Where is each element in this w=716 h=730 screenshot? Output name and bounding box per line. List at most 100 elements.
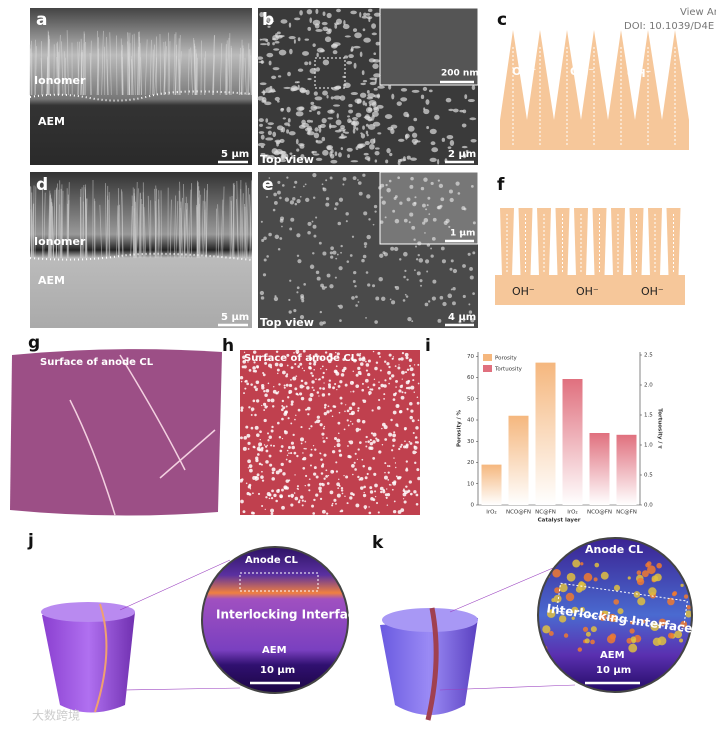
flake	[358, 191, 363, 196]
fiber	[142, 192, 145, 259]
pore	[335, 351, 337, 354]
pore	[256, 366, 259, 369]
flake	[292, 197, 296, 201]
pore	[243, 392, 245, 395]
fiber	[34, 39, 36, 96]
flake	[316, 276, 321, 281]
pore	[372, 383, 376, 387]
pore	[303, 369, 305, 372]
flake	[418, 258, 424, 263]
pore	[388, 465, 391, 468]
pore	[320, 453, 322, 455]
pore	[364, 476, 368, 480]
pore	[359, 11, 362, 18]
flake	[470, 318, 475, 323]
pore	[329, 490, 334, 495]
pore	[280, 408, 284, 412]
flake	[411, 320, 414, 323]
scale-label: 1 μm	[450, 229, 475, 239]
pore	[398, 447, 401, 451]
pore	[260, 145, 265, 149]
fiber	[178, 58, 181, 96]
pore	[368, 390, 372, 395]
view-article[interactable]: View Art	[680, 7, 716, 18]
pore	[334, 436, 338, 440]
flake	[427, 196, 431, 200]
pore	[306, 406, 311, 411]
pore	[407, 489, 411, 493]
pore	[329, 409, 333, 412]
pore	[321, 375, 325, 379]
pore	[388, 365, 391, 369]
flake	[288, 298, 291, 302]
flake	[325, 202, 330, 207]
pore	[308, 397, 313, 402]
pore	[319, 49, 325, 53]
flake	[430, 247, 433, 250]
pore	[405, 443, 409, 447]
pore	[289, 152, 293, 155]
pore	[400, 395, 405, 400]
fiber	[250, 55, 253, 96]
pore	[407, 409, 409, 411]
flake	[428, 213, 431, 215]
panel-label: b	[262, 10, 274, 30]
flake	[268, 177, 271, 179]
zoom-line	[449, 564, 561, 613]
flake	[459, 230, 463, 234]
flake	[293, 186, 296, 189]
flake	[430, 181, 434, 186]
flake	[363, 242, 368, 246]
flake	[296, 286, 300, 290]
fiber	[187, 49, 190, 96]
pore	[335, 119, 342, 126]
pore	[302, 51, 309, 56]
label: Top view	[260, 316, 314, 329]
pore	[413, 364, 416, 366]
flake	[321, 286, 326, 290]
pore	[314, 96, 323, 101]
pore	[259, 430, 262, 434]
particle	[546, 557, 554, 565]
fiber	[140, 57, 142, 96]
pore	[328, 352, 333, 357]
pore	[384, 493, 388, 497]
pore	[241, 365, 245, 369]
pore	[368, 99, 377, 106]
pore	[300, 426, 303, 429]
pore	[344, 410, 346, 413]
flake	[423, 218, 429, 223]
pore	[271, 467, 276, 472]
pore	[392, 444, 395, 447]
pore	[286, 353, 290, 357]
flake	[380, 196, 383, 199]
pore	[239, 376, 244, 380]
pore	[260, 59, 264, 65]
pore	[263, 418, 267, 423]
pore	[300, 396, 305, 401]
pore	[367, 116, 373, 122]
pore	[345, 475, 349, 479]
flake	[361, 258, 365, 263]
pore	[314, 127, 319, 132]
pore	[322, 59, 330, 66]
pore	[374, 150, 380, 156]
pore	[387, 471, 390, 474]
y2-tick-label: 1.0	[644, 443, 653, 449]
doi[interactable]: DOI: 10.1039/D4E	[624, 21, 714, 32]
particle	[613, 599, 620, 605]
pore	[296, 81, 300, 84]
pore	[349, 496, 353, 500]
pore	[351, 423, 354, 425]
flake	[414, 245, 418, 248]
flake	[415, 258, 419, 261]
pore	[430, 141, 436, 146]
pore	[358, 357, 363, 361]
pore	[373, 472, 377, 476]
label: Anode CL	[585, 543, 643, 556]
pore	[304, 500, 307, 503]
flake	[450, 259, 454, 263]
y2-tick-label: 2.5	[644, 353, 653, 359]
pore	[415, 426, 419, 430]
fiber	[85, 198, 88, 259]
